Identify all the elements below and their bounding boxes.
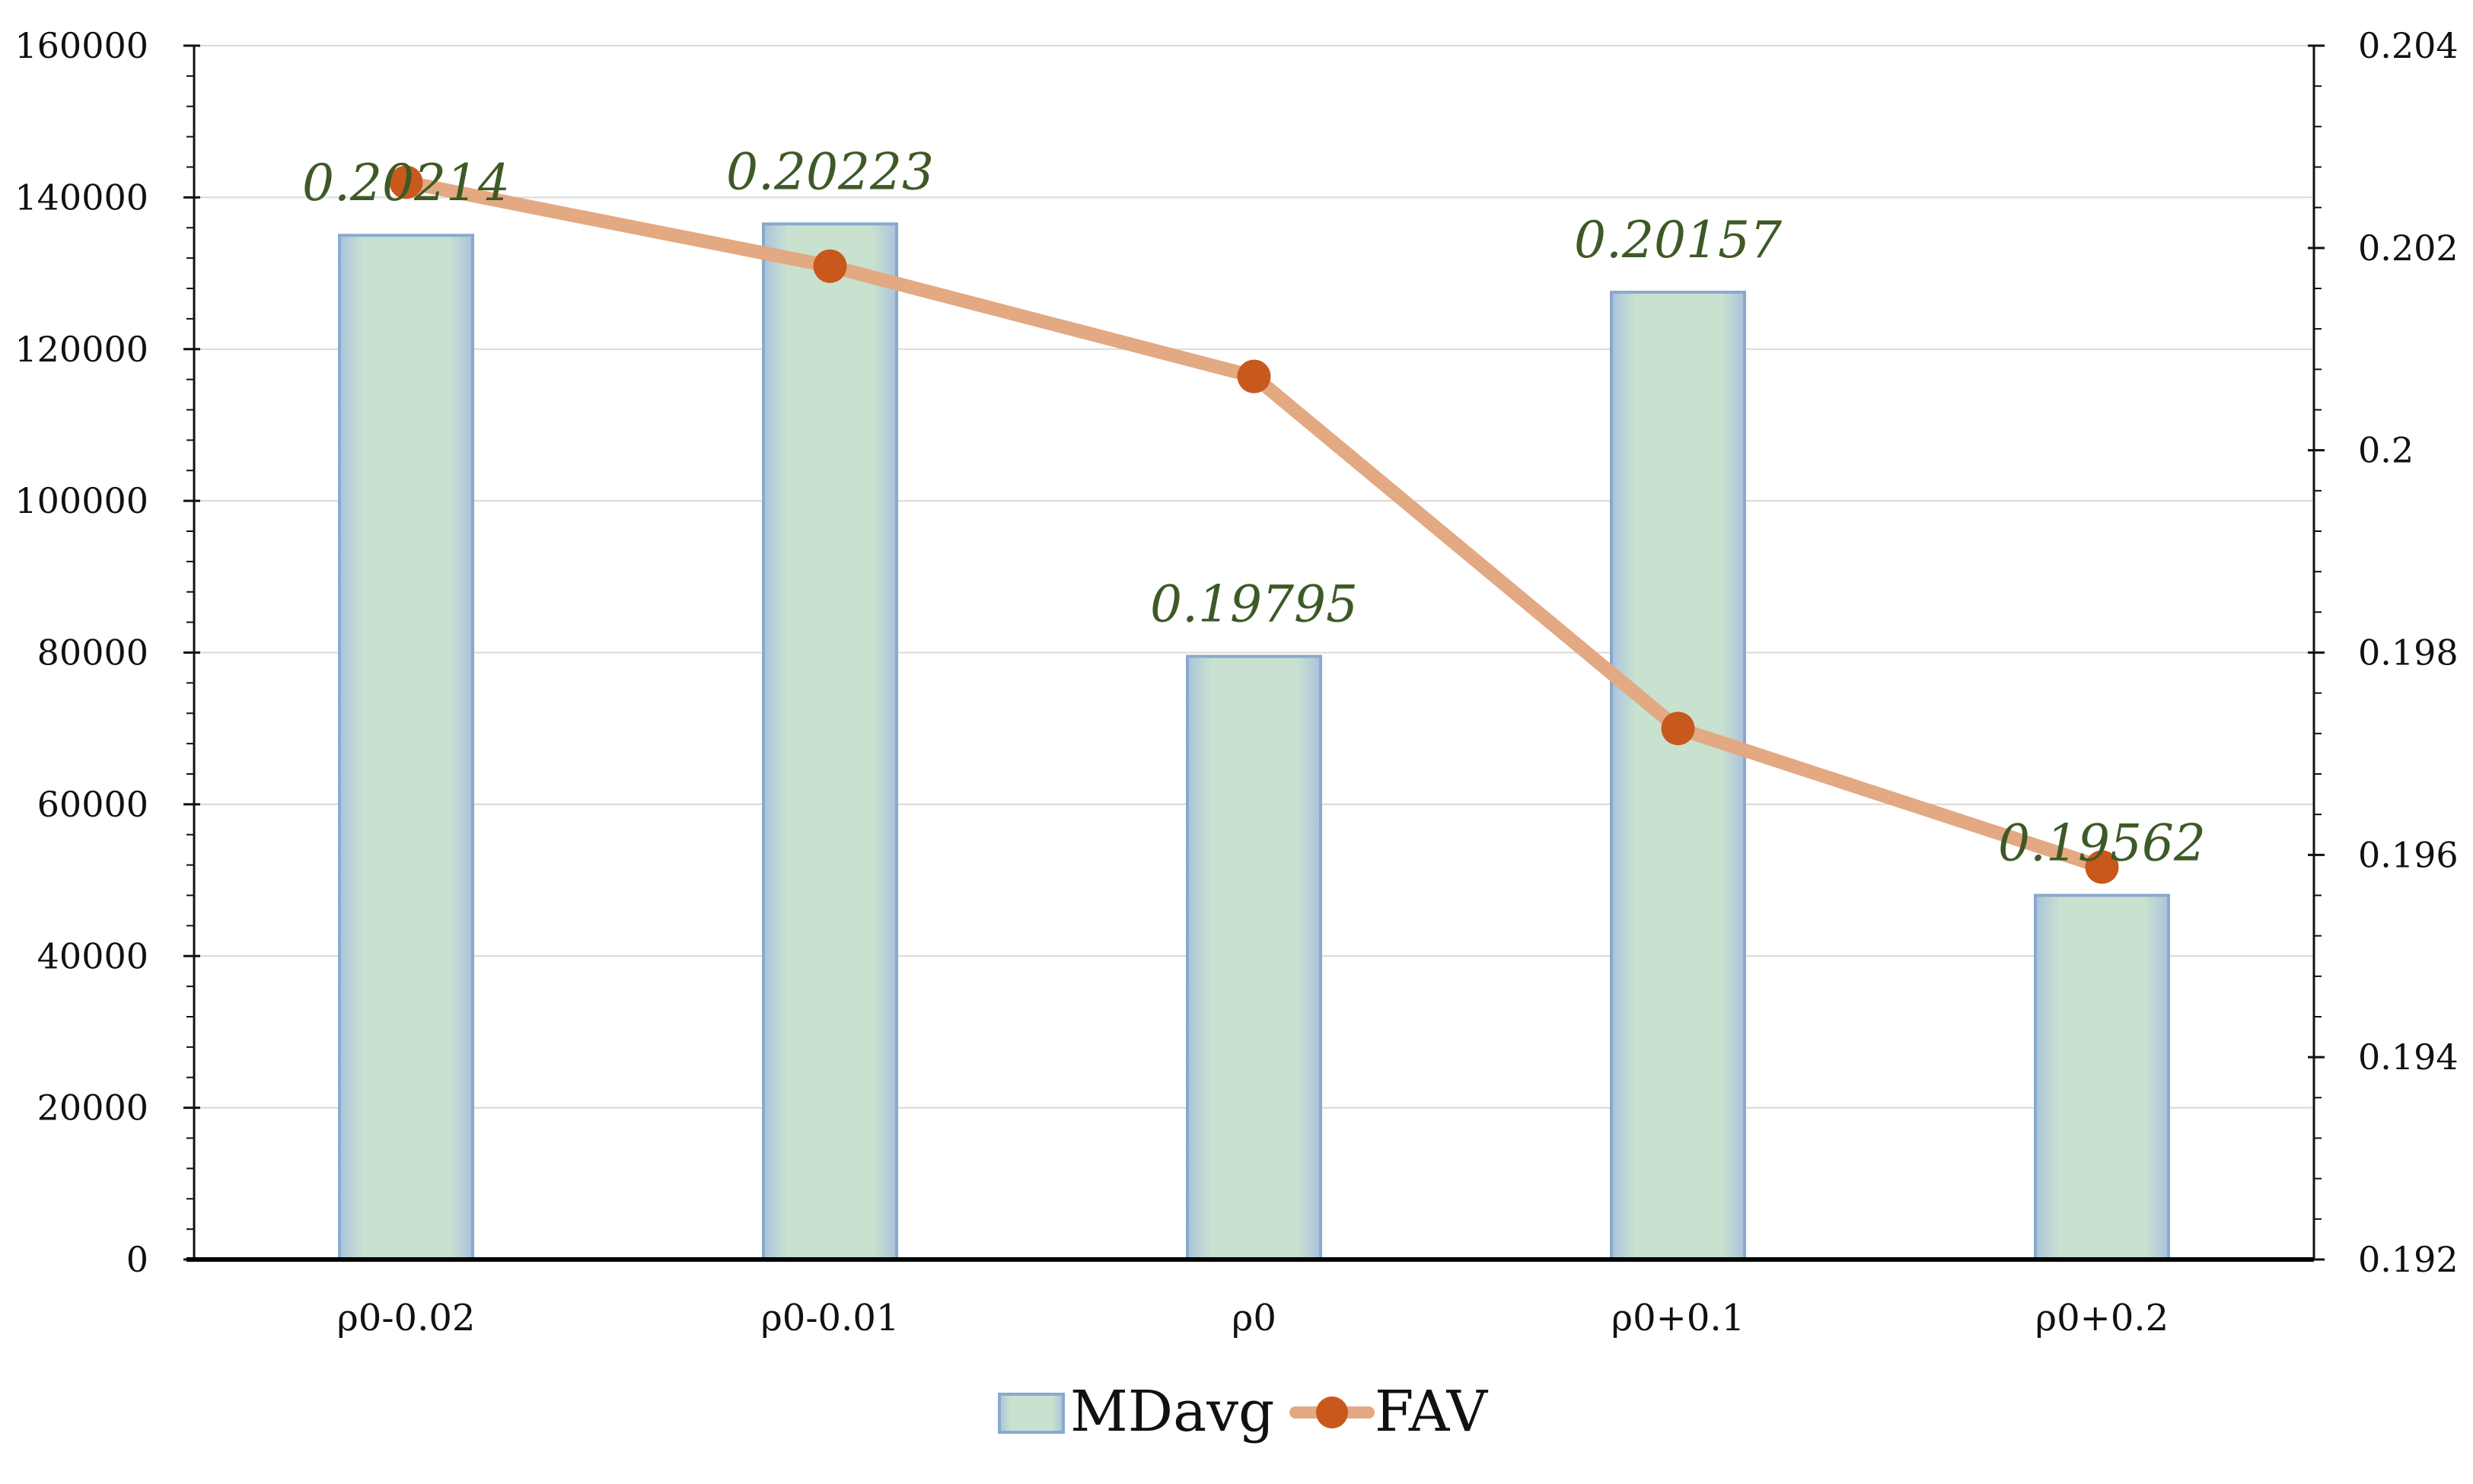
bars xyxy=(338,222,2170,1261)
data-label: 0.20157 xyxy=(1574,211,1782,269)
right-tick-label: 0.192 xyxy=(2358,1239,2459,1280)
legend-label-fav: FAV xyxy=(1375,1379,1489,1444)
right-tick-label: 0.194 xyxy=(2358,1037,2459,1078)
left-tick-label: 20000 xyxy=(37,1088,148,1129)
fav-line-series xyxy=(389,165,2119,884)
bar-mdavg xyxy=(1186,654,1322,1261)
left-tick-label: 40000 xyxy=(37,935,148,976)
bar-mdavg xyxy=(762,222,898,1261)
bar-mdavg xyxy=(338,234,474,1261)
left-tick-label: 80000 xyxy=(37,632,148,674)
data-labels: 0.20214 0.20223 0.19795 0.20157 0.19562 xyxy=(302,142,2206,872)
legend-label-mdavg: MDavg xyxy=(1070,1379,1274,1444)
category-label: ρ0+0.2 xyxy=(2035,1297,2169,1339)
left-tick-label: 60000 xyxy=(37,784,148,825)
fav-marker xyxy=(813,249,847,283)
fav-marker xyxy=(1661,712,1695,746)
right-tick-label: 0.202 xyxy=(2358,228,2459,269)
left-tick-label: 120000 xyxy=(14,329,148,370)
bar-mdavg xyxy=(2034,893,2170,1261)
legend: MDavg FAV xyxy=(998,1379,1489,1444)
data-label: 0.19562 xyxy=(1998,814,2206,873)
data-label: 0.20223 xyxy=(726,142,934,201)
category-label: ρ0 xyxy=(1232,1297,1276,1339)
left-tick-label: 100000 xyxy=(14,480,148,521)
right-tick-label: 0.204 xyxy=(2358,25,2459,66)
data-label: 0.20214 xyxy=(302,154,510,212)
category-label: ρ0-0.01 xyxy=(761,1297,900,1339)
left-tick-label: 140000 xyxy=(14,177,148,218)
fav-marker xyxy=(2085,850,2119,884)
legend-swatch-mdavg xyxy=(998,1393,1065,1434)
left-tick-label: 160000 xyxy=(14,25,148,66)
data-label: 0.19795 xyxy=(1150,575,1358,633)
legend-marker-fav xyxy=(1316,1396,1348,1428)
fav-marker xyxy=(1237,359,1271,393)
left-tick-label: 0 xyxy=(126,1239,148,1280)
right-tick-label: 0.2 xyxy=(2358,430,2414,471)
right-tick-label: 0.198 xyxy=(2358,632,2459,674)
axes: 0 20000 40000 60000 80000 100000 120000 140000 1… xyxy=(14,25,2458,1339)
fav-marker xyxy=(389,165,423,199)
right-tick-label: 0.196 xyxy=(2358,834,2459,875)
bar-mdavg xyxy=(1610,290,1746,1261)
category-label: ρ0+0.1 xyxy=(1611,1297,1745,1339)
category-label: ρ0-0.02 xyxy=(337,1297,476,1339)
